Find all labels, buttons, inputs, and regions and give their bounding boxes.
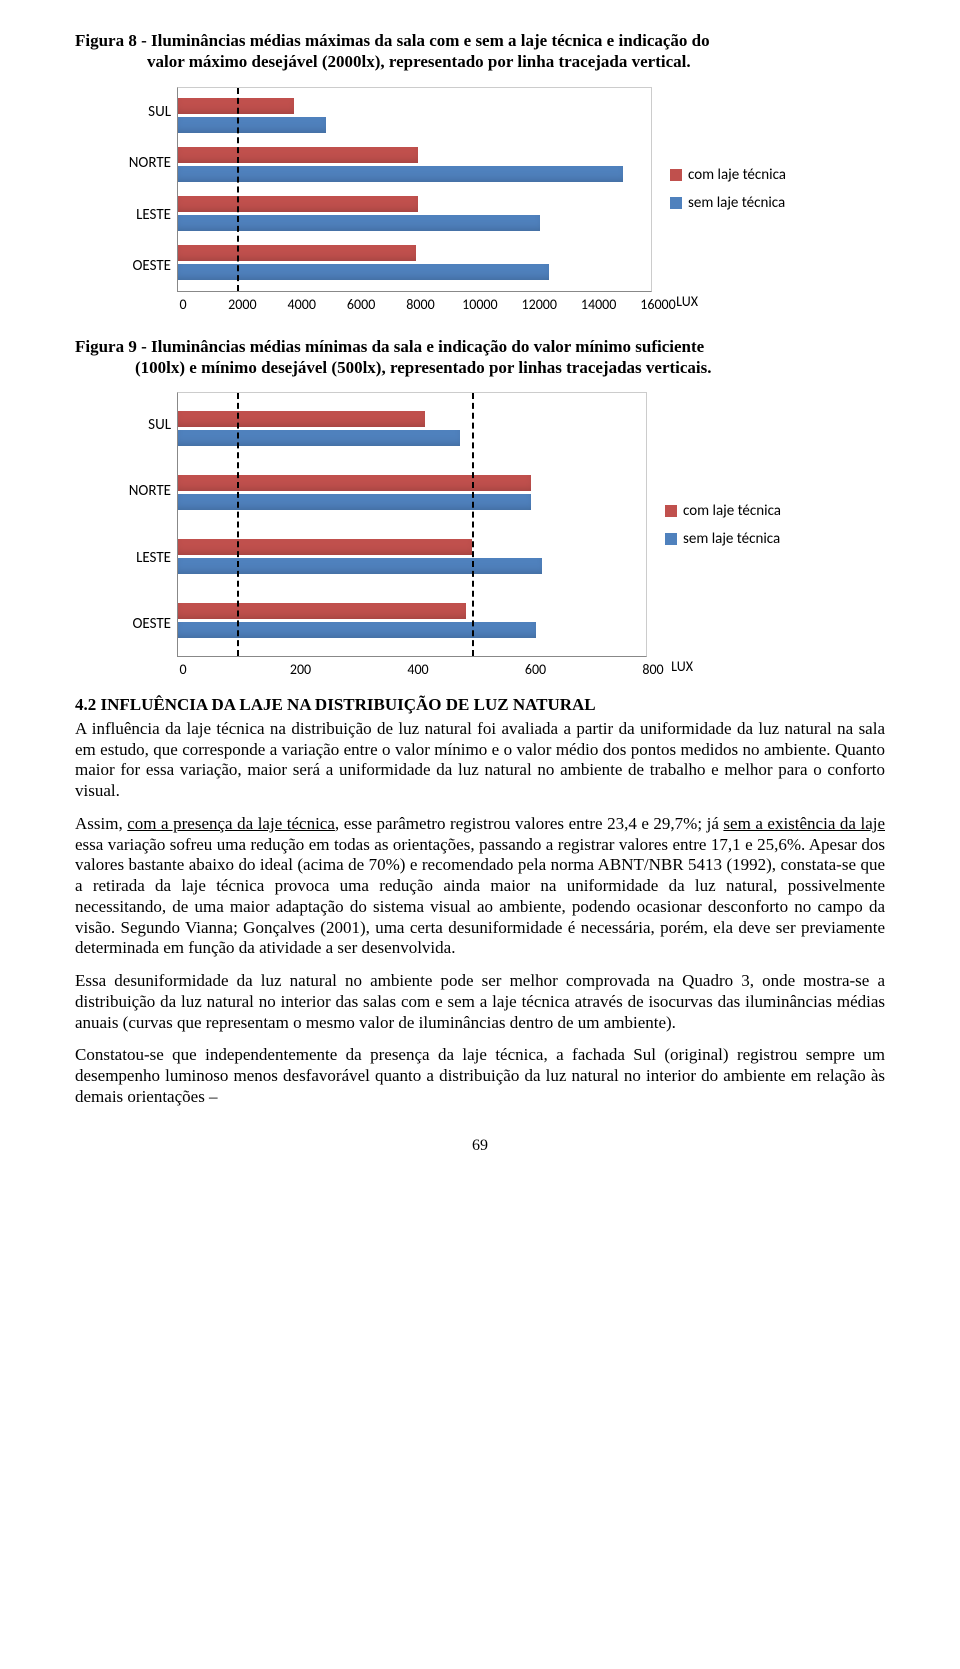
bar-group [178,143,651,186]
section-heading: 4.2 INFLUÊNCIA DA LAJE NA DISTRIBUIÇÃO D… [75,695,885,715]
bar-group [178,471,646,514]
paragraph-4: Constatou-se que independentemente da pr… [75,1045,885,1107]
legend-label-sem: sem laje técnica [683,530,780,548]
category-label: SUL [115,394,171,456]
p2-text-a: Assim, [75,814,127,833]
bar-group [178,535,646,578]
figure9-caption: Figura 9 - Iluminâncias médias mínimas d… [75,336,885,379]
category-label: OESTE [115,593,171,655]
bar-com-laje [178,475,531,491]
figure9-chart: SULNORTELESTEOESTE com laje técnica sem … [75,392,885,679]
bar-group [178,94,651,137]
bar-sem-laje [178,558,542,574]
bar-com-laje [178,411,425,427]
axis-tick: 8000 [406,296,434,313]
category-label: LESTE [115,527,171,589]
category-label: NORTE [115,460,171,522]
axis-tick: 200 [290,661,311,678]
bar-sem-laje [178,166,623,182]
p2-underline-1: com a presença da laje técnica [127,814,335,833]
figure8-caption-line1: Figura 8 - Iluminâncias médias máximas d… [75,31,710,50]
legend-swatch-icon [665,533,677,545]
reference-line [237,393,239,656]
p2-text-c: essa variação sofreu uma redução em toda… [75,835,885,958]
bar-group [178,599,646,642]
legend-sem-laje: sem laje técnica [665,530,781,548]
axis-tick: 0 [179,661,186,678]
legend-swatch-icon [665,505,677,517]
bar-com-laje [178,98,294,114]
bar-group [178,192,651,235]
axis-tick: 0 [179,296,186,313]
reference-line [472,393,474,656]
axis-tick: 800 [642,661,663,678]
bar-sem-laje [178,430,460,446]
legend-label-com: com laje técnica [688,166,786,184]
axis-tick: 600 [525,661,546,678]
bar-sem-laje [178,264,549,280]
bar-com-laje [178,603,466,619]
legend-swatch-icon [670,197,682,209]
category-label: SUL [115,87,171,137]
bar-group [178,241,651,284]
paragraph-1: A influência da laje técnica na distribu… [75,719,885,802]
legend-com-laje: com laje técnica [665,502,781,520]
bar-com-laje [178,245,416,261]
p2-underline-2: sem a existência da laje [723,814,885,833]
axis-tick: 4000 [288,296,316,313]
bar-com-laje [178,147,418,163]
axis-tick: 10000 [462,296,497,313]
figure9-caption-line2: (100lx) e mínimo desejável (500lx), repr… [75,357,885,378]
axis-tick: 12000 [522,296,557,313]
legend-swatch-icon [670,169,682,181]
axis-unit-label: LUX [676,293,698,310]
axis-tick: 14000 [581,296,616,313]
p2-text-b: , esse parâmetro registrou valores entre… [335,814,724,833]
legend-label-sem: sem laje técnica [688,194,785,212]
page-number: 69 [75,1137,885,1155]
axis-tick: 400 [407,661,428,678]
axis-unit-label: LUX [671,658,693,675]
legend-sem-laje: sem laje técnica [670,194,786,212]
legend-com-laje: com laje técnica [670,166,786,184]
bar-sem-laje [178,494,531,510]
category-label: NORTE [115,138,171,188]
paragraph-2: Assim, com a presença da laje técnica, e… [75,814,885,959]
bar-group [178,407,646,450]
category-label: LESTE [115,190,171,240]
figure9-caption-line1: Figura 9 - Iluminâncias médias mínimas d… [75,337,704,356]
bar-sem-laje [178,622,536,638]
axis-tick: 6000 [347,296,375,313]
paragraph-3: Essa desuniformidade da luz natural no a… [75,971,885,1033]
bar-sem-laje [178,215,540,231]
figure8-caption-line2: valor máximo desejável (2000lx), represe… [75,51,885,72]
bar-com-laje [178,196,418,212]
axis-tick: 16000 [640,296,675,313]
bar-com-laje [178,539,472,555]
figure8-caption: Figura 8 - Iluminâncias médias máximas d… [75,30,885,73]
legend-label-com: com laje técnica [683,502,781,520]
bar-sem-laje [178,117,326,133]
axis-tick: 2000 [228,296,256,313]
figure8-chart: SULNORTELESTEOESTE com laje técnica sem … [75,87,885,314]
category-label: OESTE [115,241,171,291]
reference-line [237,88,239,291]
